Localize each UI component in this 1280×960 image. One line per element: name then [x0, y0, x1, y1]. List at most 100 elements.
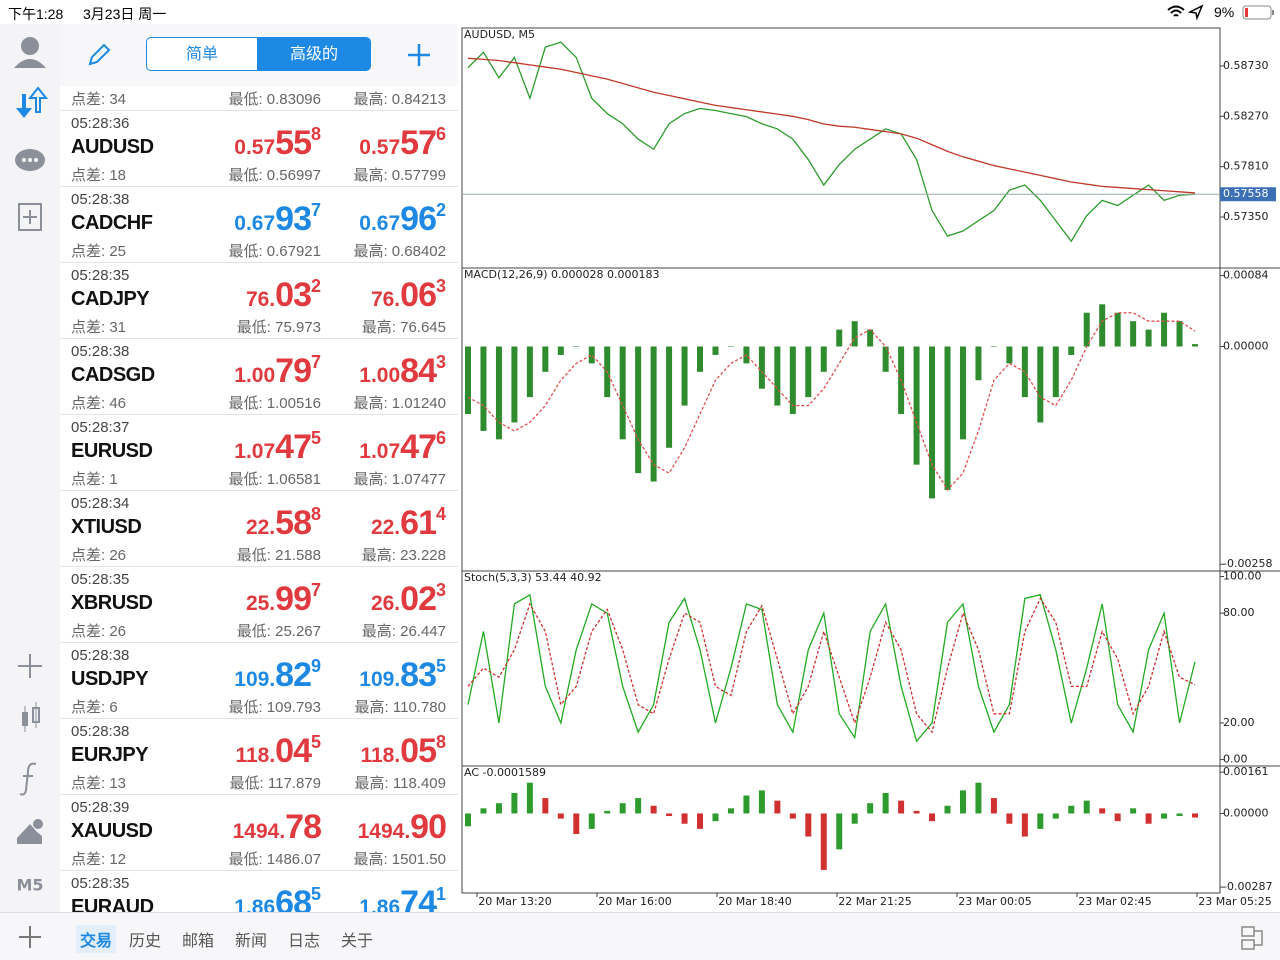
- symbol: EURUSD: [71, 440, 153, 462]
- tab-simple[interactable]: 简单: [146, 37, 258, 71]
- quote-row-partial[interactable]: 点差: 34 最低: 0.83096 最高: 0.84213: [60, 86, 458, 111]
- price: 118.045: [235, 732, 321, 771]
- macd-bar: [774, 346, 781, 406]
- current-price-box: [1220, 187, 1276, 202]
- indicators-icon[interactable]: [19, 762, 37, 796]
- ac-bar: [511, 792, 518, 814]
- price-sup: 2: [435, 200, 446, 220]
- symbol: CADCHF: [71, 212, 153, 234]
- quote-row[interactable]: 05:28:35 CADJPY 76.032 76.063 点差: 31 最低: 75.9…: [60, 263, 458, 339]
- price: 22.614: [371, 504, 446, 543]
- bottom-tab[interactable]: 邮箱: [182, 933, 215, 950]
- quote-row[interactable]: 05:28:35 EURAUD 1.86685 1.86741: [60, 871, 458, 912]
- price-big: 68: [275, 884, 312, 912]
- price: 22.588: [246, 504, 321, 543]
- timeframe[interactable]: M5: [16, 876, 43, 895]
- quote-row[interactable]: 05:28:38 CADCHF 0.67937 0.67962 点差: 25 最低: 0.…: [60, 187, 458, 263]
- price: 1.00797: [234, 352, 321, 391]
- ac-bar: [959, 790, 966, 814]
- spread: 点差: 34: [71, 91, 127, 108]
- bottom-tab[interactable]: 新闻: [235, 933, 268, 950]
- price-line: [467, 41, 1196, 243]
- bottom-tab[interactable]: 日志: [288, 933, 321, 950]
- quote-row[interactable]: 05:28:35 XBRUSD 25.997 26.023 点差: 26 最低: 25.2…: [60, 567, 458, 643]
- quotes-header: 简单 高级的: [60, 24, 458, 86]
- spread: 点差: 25: [71, 243, 127, 260]
- tab-advanced[interactable]: 高级的: [257, 37, 371, 71]
- ac-bar: [836, 813, 843, 850]
- symbol: CADSGD: [71, 364, 155, 386]
- quote-row[interactable]: 05:28:39 XAUUSD 1494.78 1494.90 点差: 12 最低: 14…: [60, 795, 458, 871]
- layout-icon[interactable]: [1240, 925, 1268, 951]
- price: 0.67962: [359, 200, 446, 239]
- spread: 点差: 46: [71, 395, 127, 412]
- ac-bar: [681, 813, 688, 824]
- macd-bar: [1099, 304, 1106, 347]
- price-head: 76.: [370, 288, 401, 311]
- price-big: 83: [400, 656, 437, 694]
- ac-bar: [805, 813, 812, 837]
- price-sup: 6: [435, 428, 446, 448]
- y-tick-label: 0.00000: [1223, 339, 1269, 352]
- macd-bar: [929, 346, 936, 499]
- day-low: 最低: 1486.07: [228, 851, 321, 868]
- price-sup: 3: [435, 276, 446, 296]
- macd-bar: [836, 329, 843, 347]
- ac-bar: [604, 810, 611, 814]
- add-icon[interactable]: [18, 925, 42, 949]
- sidebar-icons: M5: [14, 37, 49, 895]
- edit-icon[interactable]: [86, 42, 112, 68]
- chart-type-icon[interactable]: [22, 702, 40, 732]
- wifi-icon: [1167, 4, 1204, 20]
- quote-time: 05:28:34: [71, 495, 130, 512]
- x-tick-label: 20 Mar 18:40: [718, 895, 791, 908]
- price-sup: 5: [435, 656, 446, 676]
- price-head: 118.: [360, 744, 401, 767]
- ac-bar: [1083, 800, 1090, 814]
- macd-bar: [1161, 312, 1168, 347]
- objects-icon[interactable]: [17, 819, 43, 844]
- bottom-tab[interactable]: 历史: [129, 933, 162, 950]
- price-head: 1.07: [234, 440, 276, 463]
- ac-bar: [882, 792, 889, 814]
- macd-bar: [1176, 321, 1183, 347]
- price-big: 47: [400, 428, 437, 466]
- ac-bar: [1021, 813, 1028, 837]
- bottom-tab[interactable]: 交易: [76, 925, 117, 953]
- quotes-icon[interactable]: [16, 86, 49, 118]
- macd-bar: [619, 346, 626, 440]
- price-head: 1.07: [359, 440, 401, 463]
- quote-row[interactable]: 05:28:38 CADSGD 1.00797 1.00843 点差: 46 最低: 1.…: [60, 339, 458, 415]
- ac-bar: [619, 803, 626, 814]
- ac-bar: [495, 803, 502, 814]
- bottom-tab[interactable]: 关于: [341, 933, 374, 950]
- quote-time: 05:28:39: [71, 799, 130, 816]
- y-tick-label: 0.57810: [1223, 160, 1269, 173]
- price-head: 76.: [245, 288, 276, 311]
- add-symbol-icon[interactable]: [406, 42, 432, 68]
- quote-row[interactable]: 05:28:36 AUDUSD 0.57558 0.57576 点差: 18 最低: 0.…: [60, 111, 458, 187]
- quote-row[interactable]: 05:28:37 EURUSD 1.07475 1.07476 点差: 1 最低: 1.0…: [60, 415, 458, 491]
- x-tick-label: 23 Mar 00:05: [958, 895, 1031, 908]
- day-low: 最低: 0.83096: [228, 91, 321, 108]
- price-sup: 5: [310, 732, 321, 752]
- ac-bar: [1099, 808, 1106, 814]
- price-big: 78: [285, 808, 322, 846]
- price-head: 22.: [245, 516, 276, 539]
- quote-row[interactable]: 05:28:34 XTIUSD 22.588 22.614 点差: 26 最低: 21.5…: [60, 491, 458, 567]
- battery-percent: 9%: [1214, 4, 1235, 20]
- macd-bar: [480, 346, 487, 431]
- account-icon[interactable]: [14, 37, 46, 68]
- chat-icon[interactable]: [15, 149, 45, 171]
- symbol: XBRUSD: [71, 592, 153, 614]
- ac-bar: [898, 800, 905, 814]
- macd-bar: [526, 346, 533, 398]
- price-sup: 6: [435, 124, 446, 144]
- y-tick-label: 80.00: [1223, 606, 1255, 619]
- day-high: 最高: 0.84213: [353, 91, 446, 108]
- quote-row[interactable]: 05:28:38 USDJPY 109.829 109.835 点差: 6 最低: 109…: [60, 643, 458, 719]
- quote-row[interactable]: 05:28:38 EURJPY 118.045 118.058 点差: 13 最低: 11…: [60, 719, 458, 795]
- crosshair-icon[interactable]: [18, 654, 42, 678]
- new-order-icon[interactable]: [18, 203, 42, 231]
